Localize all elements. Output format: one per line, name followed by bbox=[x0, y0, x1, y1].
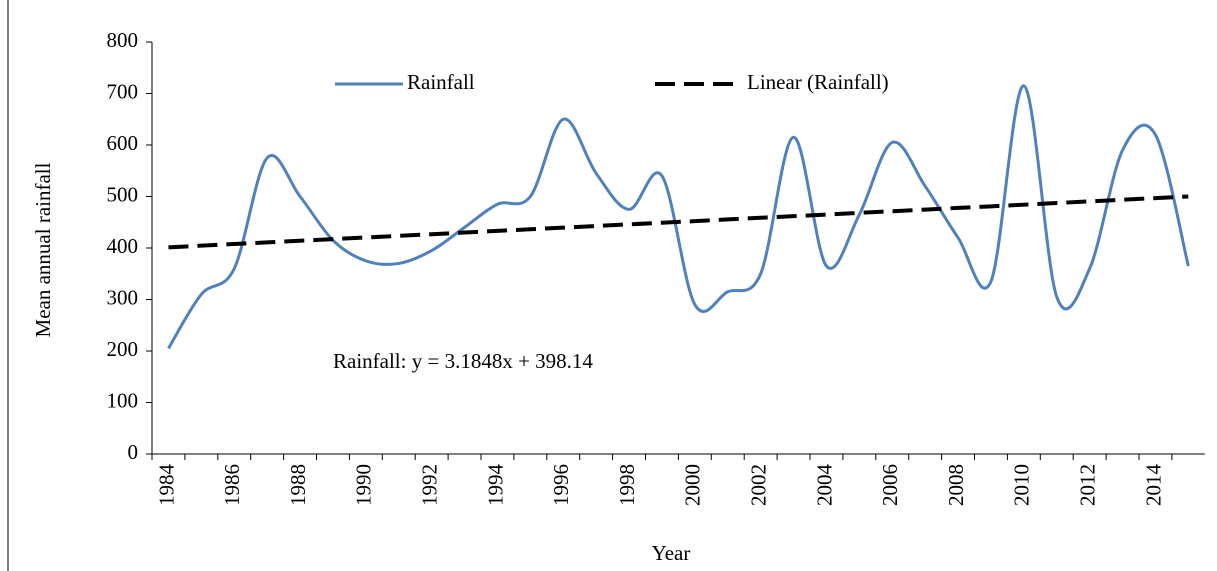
x-tick-label: 1998 bbox=[615, 464, 639, 506]
x-tick-label: 2002 bbox=[746, 464, 770, 506]
y-tick-label: 500 bbox=[107, 182, 139, 206]
y-tick-label: 100 bbox=[107, 388, 139, 412]
x-tick-label: 1992 bbox=[417, 464, 441, 506]
y-tick-label: 300 bbox=[107, 285, 139, 309]
equation: Rainfall: y = 3.1848x + 398.14 bbox=[333, 349, 593, 373]
x-tick-label: 1988 bbox=[286, 464, 310, 506]
x-tick-label: 1990 bbox=[352, 464, 376, 506]
x-tick-label: 1996 bbox=[549, 464, 573, 506]
x-axis-label: Year bbox=[652, 541, 691, 565]
x-tick-label: 1986 bbox=[220, 464, 244, 506]
y-tick-label: 800 bbox=[107, 28, 139, 52]
y-tick-label: 0 bbox=[128, 440, 139, 464]
legend-label: Rainfall bbox=[407, 70, 475, 94]
x-tick-label: 2006 bbox=[878, 464, 902, 506]
y-tick-label: 200 bbox=[107, 337, 139, 361]
x-tick-label: 2012 bbox=[1075, 464, 1099, 506]
y-tick-label: 400 bbox=[107, 234, 139, 258]
x-tick-label: 2004 bbox=[812, 464, 836, 507]
y-tick-label: 600 bbox=[107, 131, 139, 155]
y-axis-label: Mean annual rainfall bbox=[31, 162, 55, 337]
x-tick-label: 1994 bbox=[483, 464, 507, 507]
x-tick-label: 2000 bbox=[681, 464, 705, 506]
x-tick-label: 2014 bbox=[1141, 464, 1165, 507]
x-tick-label: 2008 bbox=[944, 464, 968, 506]
x-tick-label: 1984 bbox=[154, 464, 178, 507]
series-line bbox=[168, 194, 1189, 250]
x-tick-label: 2010 bbox=[1010, 464, 1034, 506]
legend-label: Linear (Rainfall) bbox=[747, 70, 889, 94]
y-tick-label: 700 bbox=[107, 79, 139, 103]
series-line bbox=[167, 84, 1190, 350]
